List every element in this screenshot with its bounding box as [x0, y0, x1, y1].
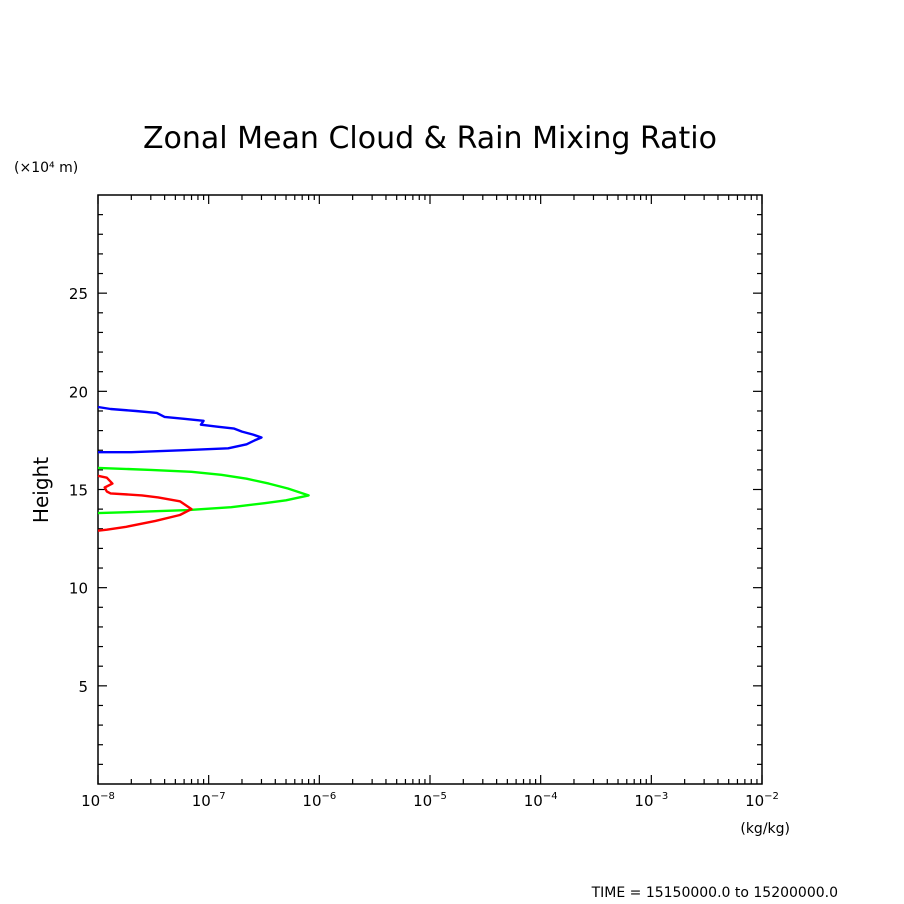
- y-tick-label: 25: [69, 285, 88, 303]
- x-tick-label: 10−6: [302, 791, 336, 810]
- y-unit-label: (×10⁴ m): [14, 160, 78, 176]
- axis-ticks: [97, 195, 763, 784]
- x-tick-label: 10−7: [192, 791, 226, 810]
- y-tick-label: 10: [69, 580, 88, 598]
- time-range-text: TIME = 15150000.0 to 15200000.0: [591, 885, 838, 901]
- y-tick-label: 20: [69, 383, 88, 401]
- y-tick-labels: 5 10 15 20 25: [69, 285, 88, 696]
- chart-title: Zonal Mean Cloud & Rain Mixing Ratio: [143, 121, 717, 156]
- series-line-1: [97, 405, 263, 454]
- series-line-2: [97, 466, 310, 515]
- x-tick-label: 10−2: [745, 791, 779, 810]
- series-line-3: [97, 474, 193, 532]
- y-axis-label: Height: [29, 457, 53, 523]
- x-tick-label: 10−5: [413, 791, 447, 810]
- y-tick-label: 5: [78, 678, 88, 696]
- x-tick-labels: 10−8 10−7 10−6 10−5 10−4 10−3 10−2: [81, 791, 779, 810]
- series-layer: [97, 405, 310, 532]
- x-unit-label: (kg/kg): [740, 821, 790, 837]
- plot-frame: [97, 194, 763, 785]
- x-tick-label: 10−3: [634, 791, 668, 810]
- x-tick-label: 10−8: [81, 791, 115, 810]
- y-tick-label: 15: [69, 482, 88, 500]
- x-tick-label: 10−4: [524, 791, 558, 810]
